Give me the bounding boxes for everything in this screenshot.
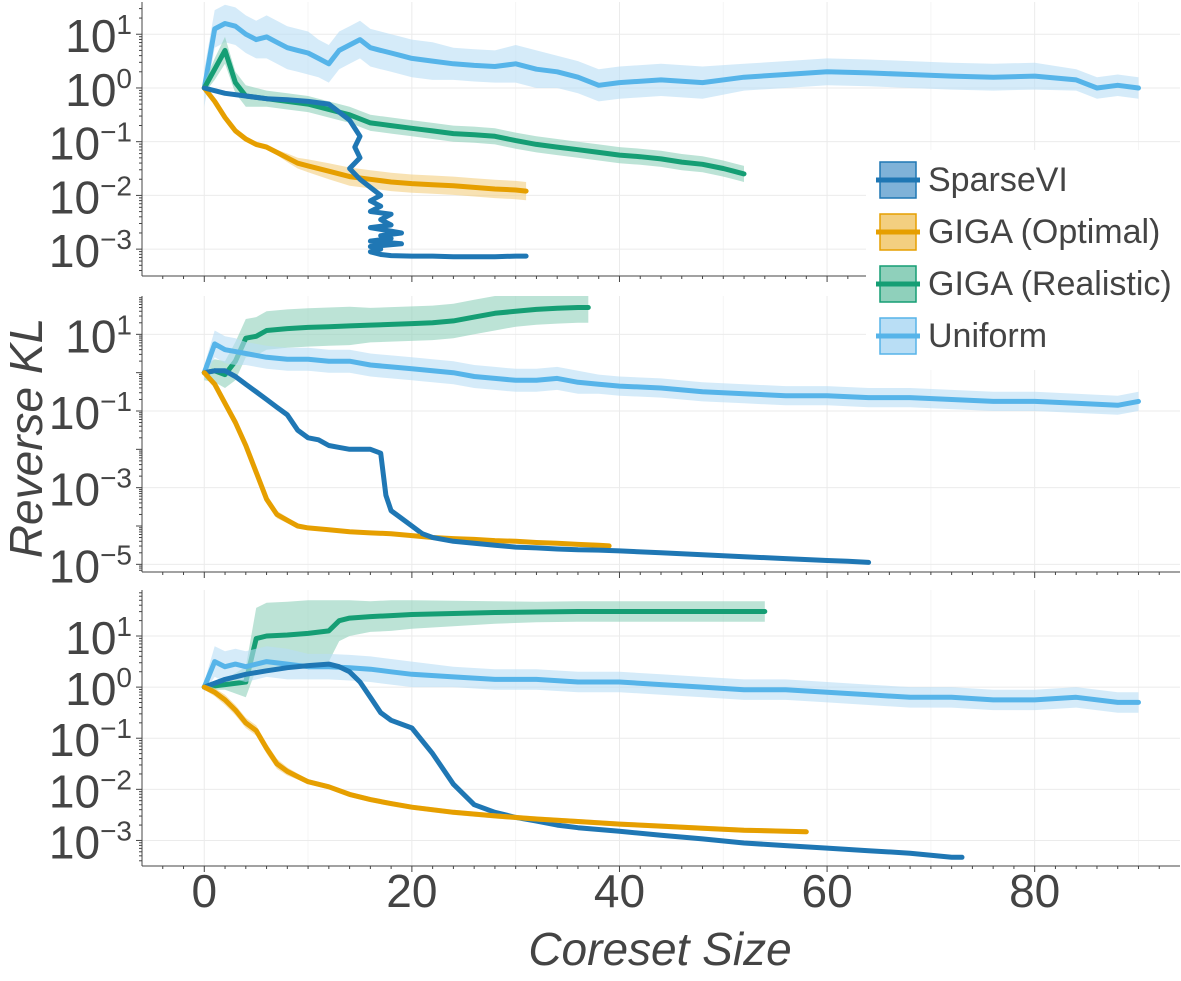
line-uniform <box>201 341 1141 408</box>
legend-item-sparsevi: SparseVI <box>876 161 1068 199</box>
y-tick-label: 10−3 <box>49 224 132 277</box>
y-axis-title: Reverse KL <box>0 318 52 558</box>
band-giga-realistic <box>204 36 745 183</box>
line-giga-optimal <box>201 370 612 549</box>
y-tick-label: 101 <box>65 611 132 664</box>
y-tick-label: 10−5 <box>49 539 132 592</box>
legend-item-uniform: Uniform <box>876 317 1047 355</box>
y-tick-label: 10−2 <box>49 764 132 817</box>
x-tick-label: 20 <box>386 865 437 917</box>
y-tick-exponent: 0 <box>116 662 132 693</box>
y-tick-base: 10 <box>65 64 116 116</box>
band-uniform <box>204 330 1139 415</box>
y-tick-base: 10 <box>49 387 100 439</box>
y-tick-label: 10−3 <box>49 463 132 516</box>
y-tick-label: 10−1 <box>49 117 132 170</box>
band-uniform <box>204 4 1139 107</box>
y-tick-base: 10 <box>49 540 100 592</box>
y-tick-base: 10 <box>49 171 100 223</box>
x-tick-label: 80 <box>1009 865 1060 917</box>
y-tick-exponent: −5 <box>100 539 132 570</box>
y-tick-label: 10−3 <box>49 815 132 868</box>
y-tick-label: 10−2 <box>49 170 132 223</box>
line-giga-realistic <box>201 609 768 690</box>
line-sparsevi <box>201 368 425 537</box>
series-group <box>201 600 1141 860</box>
panels-group: 10110010−110−210−310110−110−310−51011001… <box>49 2 1180 872</box>
y-tick-exponent: −1 <box>100 713 132 744</box>
y-tick-label: 10−1 <box>49 386 132 439</box>
band-uniform <box>204 646 1139 713</box>
y-tick-exponent: −3 <box>100 224 132 255</box>
y-tick-exponent: −2 <box>100 170 132 201</box>
y-tick-exponent: 0 <box>116 63 132 94</box>
band-giga-realistic <box>204 600 765 698</box>
line-sparsevi <box>419 531 872 565</box>
y-tick-label: 101 <box>65 9 132 62</box>
legend: SparseVI GIGA (Optimal) GIGA (Realistic)… <box>866 150 1181 370</box>
y-tick-exponent: −1 <box>100 386 132 417</box>
y-tick-exponent: −2 <box>100 764 132 795</box>
legend-label-uniform: Uniform <box>928 317 1047 355</box>
legend-item-giga-optimal: GIGA (Optimal) <box>876 213 1160 251</box>
y-tick-base: 10 <box>65 10 116 62</box>
y-tick-base: 10 <box>49 816 100 868</box>
y-tick-exponent: −3 <box>100 463 132 494</box>
y-tick-exponent: −3 <box>100 815 132 846</box>
y-tick-base: 10 <box>49 714 100 766</box>
legend-label-giga-realistic: GIGA (Realistic) <box>928 265 1172 303</box>
y-tick-base: 10 <box>49 765 100 817</box>
legend-label-sparsevi: SparseVI <box>928 161 1068 199</box>
band-giga-optimal <box>204 684 807 835</box>
y-tick-base: 10 <box>65 310 116 362</box>
band-giga-realistic <box>204 296 589 388</box>
line-uniform <box>201 659 1141 705</box>
y-tick-exponent: −1 <box>100 117 132 148</box>
y-tick-base: 10 <box>49 464 100 516</box>
y-tick-label: 10−1 <box>49 713 132 766</box>
x-tick-label: 40 <box>594 865 645 917</box>
y-tick-base: 10 <box>49 225 100 277</box>
line-uniform <box>201 21 1141 91</box>
legend-item-giga-realistic: GIGA (Realistic) <box>876 265 1172 303</box>
y-tick-base: 10 <box>49 118 100 170</box>
y-tick-base: 10 <box>65 663 116 715</box>
y-tick-exponent: 1 <box>116 611 132 642</box>
x-tick-labels: 0 20 40 60 80 <box>191 865 1060 917</box>
y-tick-exponent: 1 <box>116 309 132 340</box>
x-axis-title: Coreset Size <box>528 923 791 975</box>
legend-background <box>866 150 1181 370</box>
line-sparsevi <box>201 661 965 860</box>
y-tick-label: 101 <box>65 309 132 362</box>
line-giga-optimal <box>201 85 529 194</box>
line-sparsevi <box>201 85 529 260</box>
legend-label-giga-optimal: GIGA (Optimal) <box>928 213 1160 251</box>
x-tick-label: 0 <box>191 865 217 917</box>
y-tick-exponent: 1 <box>116 9 132 40</box>
x-tick-label: 60 <box>801 865 852 917</box>
series-group <box>201 4 1141 260</box>
y-tick-base: 10 <box>65 612 116 664</box>
series-group <box>201 296 1141 565</box>
y-tick-label: 100 <box>65 63 132 116</box>
line-giga-optimal <box>201 684 809 835</box>
y-tick-label: 100 <box>65 662 132 715</box>
